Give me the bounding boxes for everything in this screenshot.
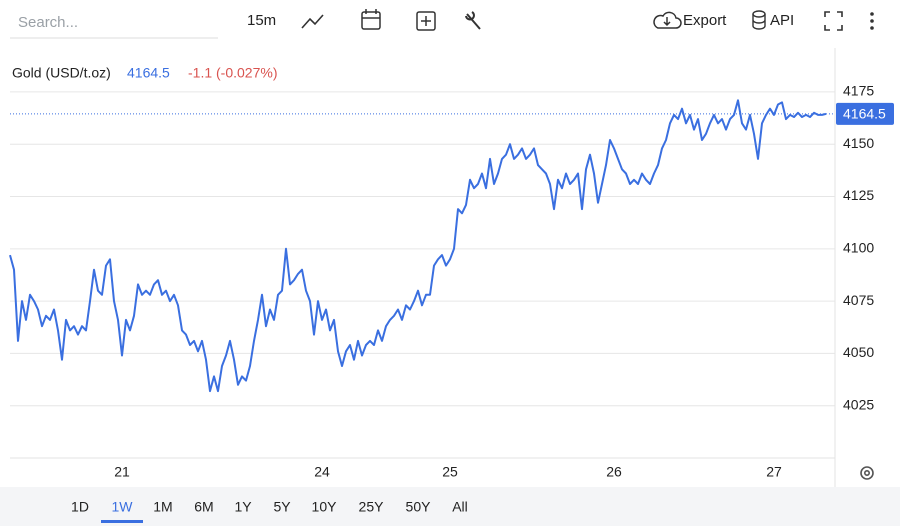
last-price-tag-label: 4164.5 (843, 106, 886, 122)
y-tick-label: 4125 (843, 187, 874, 203)
tools-icon[interactable] (465, 11, 481, 30)
calendar-icon[interactable] (361, 9, 381, 30)
api-icon[interactable] (752, 10, 766, 30)
last-price: 4164.5 (127, 65, 170, 81)
range-button[interactable]: 50Y (406, 499, 432, 515)
range-button[interactable]: 1D (71, 499, 89, 515)
range-active-underline (101, 520, 143, 523)
range-button[interactable]: 25Y (359, 499, 385, 515)
export-icon[interactable] (653, 11, 682, 29)
range-bar (0, 487, 900, 526)
range-button[interactable]: All (452, 499, 468, 515)
range-button[interactable]: 1Y (234, 499, 252, 515)
range-button[interactable]: 10Y (312, 499, 338, 515)
range-button[interactable]: 6M (194, 499, 213, 515)
x-tick-label: 24 (314, 464, 330, 480)
interval-button[interactable]: 15m (247, 12, 276, 29)
price-change: -1.1 (-0.027%) (188, 65, 277, 81)
price-line (9, 99, 827, 393)
fullscreen-icon[interactable] (824, 11, 843, 31)
range-button[interactable]: 1W (112, 499, 134, 515)
chart-type-icon[interactable] (301, 14, 324, 29)
instrument-name: Gold (USD/t.oz) (12, 65, 111, 81)
export-button[interactable]: Export (683, 12, 727, 29)
add-indicator-icon[interactable] (416, 11, 436, 31)
last-price-tag (836, 102, 894, 125)
y-tick-label: 4075 (843, 292, 874, 308)
range-button[interactable]: 1M (153, 499, 172, 515)
range-button[interactable]: 5Y (273, 499, 291, 515)
menu-icon[interactable] (870, 12, 874, 30)
search-input[interactable]: Search... (18, 14, 78, 31)
y-tick-label: 4175 (843, 83, 874, 99)
y-tick-label: 4100 (843, 240, 874, 256)
y-tick-label: 4150 (843, 135, 874, 151)
y-tick-label: 4025 (843, 396, 874, 412)
settings-icon[interactable] (860, 466, 874, 480)
x-tick-label: 26 (606, 464, 622, 480)
y-tick-label: 4050 (843, 344, 874, 360)
x-tick-label: 25 (442, 464, 458, 480)
api-button[interactable]: API (770, 12, 794, 29)
x-tick-label: 21 (114, 464, 130, 480)
x-tick-label: 27 (766, 464, 782, 480)
